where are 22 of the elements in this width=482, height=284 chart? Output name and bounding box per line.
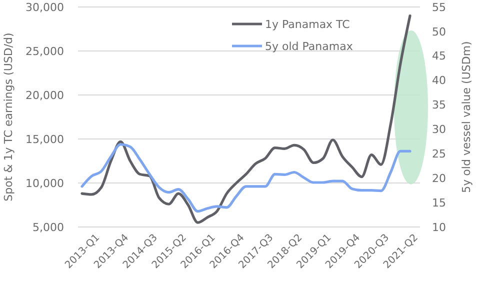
line-series bbox=[80, 143, 412, 213]
y2-tick-label: 35 bbox=[432, 98, 446, 112]
y-tick-label: 20,000 bbox=[26, 88, 64, 102]
y-axis-title: Spot & 1y TC earnings (USD/d) bbox=[2, 32, 15, 202]
y-tick-label: 15,000 bbox=[26, 132, 64, 146]
y2-tick-label: 55 bbox=[432, 0, 446, 14]
y-tick-label: 10,000 bbox=[26, 176, 64, 190]
y2-tick-label: 20 bbox=[432, 172, 446, 185]
legend-label: 1y Panamax TC bbox=[265, 18, 350, 31]
legend-label: 5y old Panamax bbox=[265, 40, 354, 53]
y2-tick-label: 45 bbox=[432, 50, 446, 63]
y2-tick-label: 30 bbox=[432, 123, 446, 136]
line-series bbox=[80, 14, 412, 224]
y2-tick-label: 10 bbox=[432, 220, 446, 234]
y2-tick-label: 15 bbox=[432, 196, 446, 210]
y-tick-label: 30,000 bbox=[26, 0, 64, 14]
y2-axis-title: 5y old vessel value (USDm) bbox=[460, 41, 473, 193]
y2-tick-label: 25 bbox=[432, 148, 446, 161]
y-tick-label: 25,000 bbox=[26, 44, 64, 58]
y2-tick-label: 40 bbox=[432, 74, 446, 88]
y2-tick-label: 50 bbox=[432, 25, 446, 38]
y-tick-label: 5,000 bbox=[32, 220, 64, 234]
